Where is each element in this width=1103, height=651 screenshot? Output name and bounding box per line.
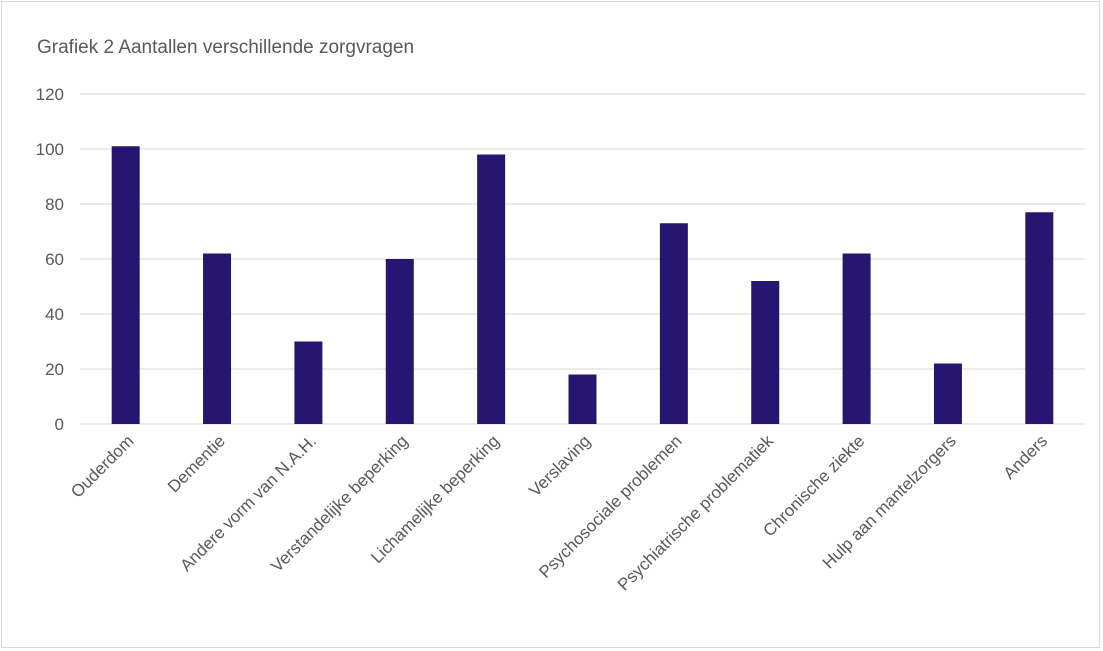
y-axis-ticks: 0 20 40 60 80 100 120 [36,85,64,434]
bar [1025,212,1054,424]
bar [842,253,871,424]
x-tick-label: Anders [1000,431,1052,483]
bars [111,146,1054,424]
x-tick-label: Dementie [164,431,229,496]
bar [294,341,323,424]
y-tick-label: 60 [45,250,64,269]
y-tick-label: 100 [36,140,64,159]
y-tick-label: 120 [36,85,64,104]
bar [385,259,414,424]
bar [659,223,688,424]
y-tick-label: 80 [45,195,64,214]
y-tick-label: 0 [55,415,64,434]
bar [477,154,506,424]
bar [203,253,232,424]
x-tick-label: Verslaving [525,431,594,500]
x-tick-label: Psychiatrische problematiek [614,431,777,594]
bar [568,374,597,424]
bar [111,146,140,424]
bar [751,281,780,424]
x-tick-label: Ouderdom [67,431,137,501]
y-tick-label: 40 [45,305,64,324]
y-tick-label: 20 [45,360,64,379]
bar [933,363,962,424]
x-tick-label: Chronische ziekte [759,431,868,540]
chart-title: Grafiek 2 Aantallen verschillende zorgvr… [37,37,415,58]
